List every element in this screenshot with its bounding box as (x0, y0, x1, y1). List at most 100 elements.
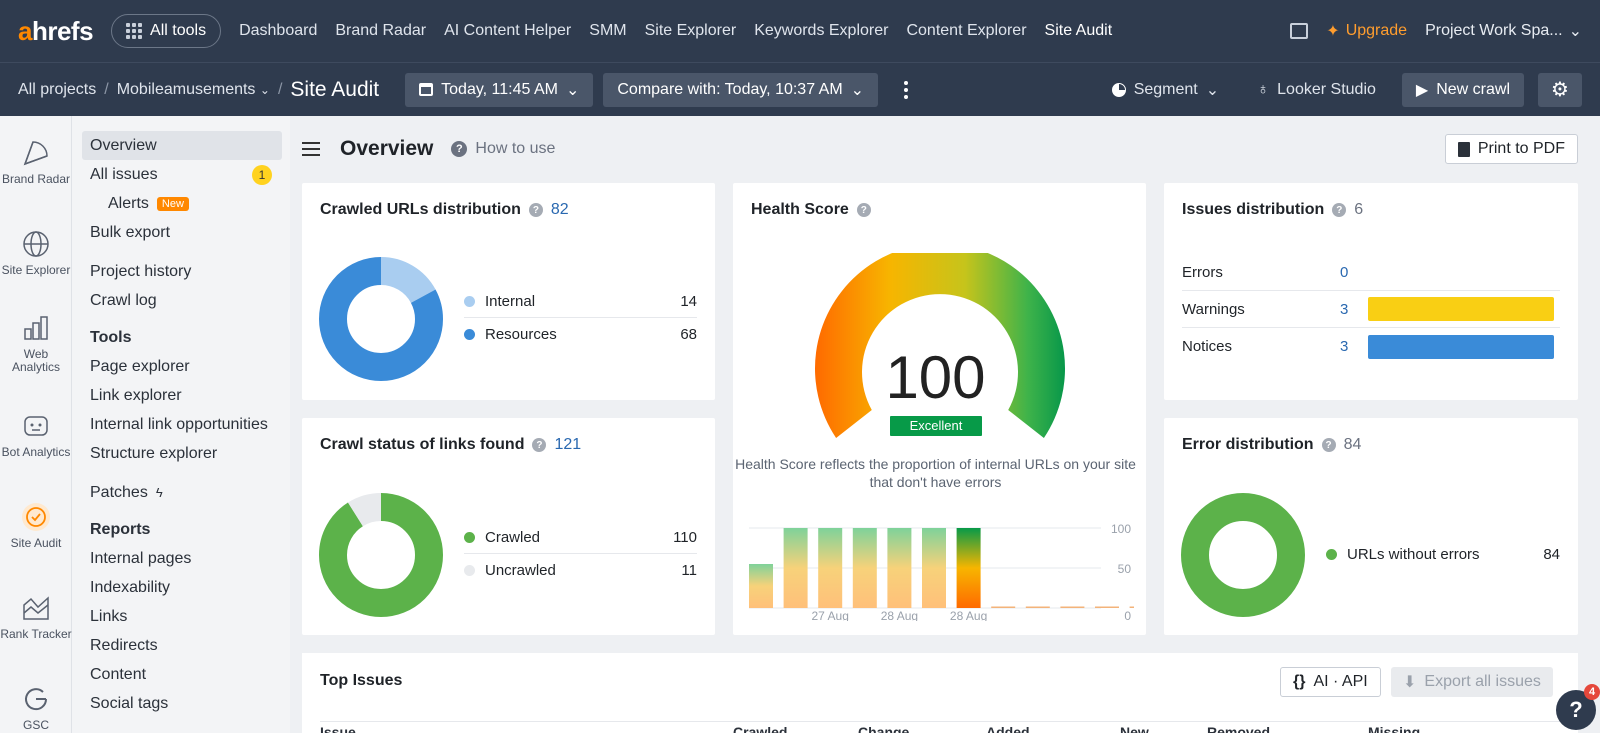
rail-item-brand-radar[interactable]: Brand Radar (0, 116, 72, 207)
menu-label: Patches (90, 483, 148, 501)
menu-item-internal-link-opportunities[interactable]: Internal link opportunities (82, 410, 282, 439)
rail-item-site-audit[interactable]: Site Audit (0, 480, 72, 571)
rail-item-bot-analytics[interactable]: Bot Analytics (0, 389, 72, 480)
looker-studio-button[interactable]: ♁ Looker Studio (1245, 81, 1388, 99)
menu-item-social-tags[interactable]: Social tags (82, 689, 282, 718)
history-bar[interactable] (1060, 606, 1085, 609)
help-icon[interactable]: ? (528, 203, 543, 217)
menu-item-link-explorer[interactable]: Link explorer (82, 381, 282, 410)
crawl-status-slice[interactable] (319, 493, 443, 617)
nav-link-dashboard[interactable]: Dashboard (239, 22, 318, 39)
all-tools-button[interactable]: All tools (111, 14, 222, 48)
issues-row-value: 3 (1340, 300, 1349, 318)
column-header-crawled[interactable]: Crawled (733, 724, 788, 733)
help-icon[interactable]: ? (532, 438, 547, 452)
print-to-pdf-button[interactable]: Print to PDF (1444, 134, 1578, 164)
help-icon[interactable]: ? (856, 203, 871, 217)
card-count[interactable]: 82 (550, 201, 569, 218)
breadcrumb-project[interactable]: Mobileamusements ⌄ (117, 81, 270, 99)
menu-item-overview[interactable]: Overview (82, 131, 282, 160)
column-header-issue[interactable]: Issue (320, 724, 356, 733)
menu-item-redirects[interactable]: Redirects (82, 631, 282, 660)
rail-item-site-explorer[interactable]: Site Explorer (0, 207, 72, 298)
column-header-added[interactable]: Added (986, 724, 1030, 733)
nav-link-smm[interactable]: SMM (589, 22, 627, 39)
history-bar[interactable] (818, 528, 843, 608)
card-count[interactable]: 121 (554, 436, 582, 453)
menu-item-structure-explorer[interactable]: Structure explorer (82, 439, 282, 468)
history-bar[interactable] (852, 528, 877, 608)
rail-item-gsc[interactable]: GSC (0, 662, 72, 733)
history-bar[interactable] (887, 528, 912, 608)
legend-row-resources[interactable]: Resources 68 (464, 318, 697, 350)
more-options-icon[interactable] (904, 80, 909, 99)
issues-row-errors[interactable]: Errors 0 (1182, 254, 1560, 291)
health-history-chart: 100 50 0 27 Aug 28 Aug 28 Aug (749, 522, 1134, 621)
menu-item-internal-pages[interactable]: Internal pages (82, 544, 282, 573)
legend-row-crawled[interactable]: Crawled 110 (464, 522, 697, 554)
workspace-dropdown[interactable]: Project Work Spa... ⌄ (1425, 21, 1582, 41)
history-bar[interactable] (922, 528, 946, 608)
menu-item-links[interactable]: Links (82, 602, 282, 631)
upgrade-link[interactable]: ✦ Upgrade (1326, 21, 1407, 41)
book-icon[interactable] (1290, 23, 1309, 39)
history-bar[interactable] (956, 528, 981, 608)
nav-link-ai-content-helper[interactable]: AI Content Helper (444, 22, 572, 39)
nav-link-site-explorer[interactable]: Site Explorer (644, 22, 737, 39)
export-all-issues-button[interactable]: ⬇ Export all issues (1391, 667, 1553, 697)
history-bar[interactable] (783, 528, 808, 608)
column-header-missing[interactable]: Missing (1368, 724, 1421, 733)
nav-link-brand-radar[interactable]: Brand Radar (335, 22, 427, 39)
issues-count-badge: 1 (252, 164, 272, 185)
menu-item-all-issues[interactable]: All issues 1 (82, 160, 282, 189)
issues-row-notices[interactable]: Notices 3 (1182, 328, 1560, 365)
gear-icon[interactable]: ⚙ (1538, 72, 1582, 107)
nav-link-site-audit[interactable]: Site Audit (1044, 22, 1113, 39)
menu-toggle-icon[interactable] (302, 142, 320, 156)
legend-row-uncrawled[interactable]: Uncrawled 11 (464, 554, 697, 586)
crawl-status-slice[interactable] (319, 493, 443, 617)
nav-link-keywords-explorer[interactable]: Keywords Explorer (754, 22, 889, 39)
ahrefs-logo[interactable]: ahrefs (18, 16, 94, 47)
menu-item-project-history[interactable]: Project history (82, 257, 282, 286)
new-crawl-button[interactable]: ▶ New crawl (1401, 72, 1524, 107)
history-bar[interactable] (1025, 606, 1050, 609)
menu-item-indexability[interactable]: Indexability (82, 573, 282, 602)
menu-item-bulk-export[interactable]: Bulk export (82, 218, 282, 247)
menu-label: Internal link opportunities (90, 415, 268, 433)
menu-item-alerts[interactable]: Alerts New (82, 189, 282, 218)
help-icon[interactable]: ? (1321, 438, 1336, 452)
segment-dropdown[interactable]: Segment ⌄ (1100, 80, 1231, 100)
menu-item-patches[interactable]: Patches ϟ (82, 478, 282, 507)
ai-api-button[interactable]: {} AI · API (1280, 667, 1381, 697)
date-picker[interactable]: Today, 11:45 AM ⌄ (405, 72, 594, 107)
help-icon[interactable]: ? (1332, 203, 1347, 217)
column-header-new[interactable]: New (1120, 724, 1149, 733)
rail-item-rank-tracker[interactable]: Rank Tracker (0, 571, 72, 662)
legend-dot (464, 532, 475, 543)
workspace-label: Project Work Spa... (1425, 22, 1563, 39)
error-distribution-slice[interactable] (1181, 493, 1305, 617)
rail-item-web-analytics[interactable]: Web Analytics (0, 298, 72, 389)
history-bar[interactable] (749, 564, 773, 608)
legend-value: 68 (680, 325, 697, 343)
history-bar[interactable] (1095, 606, 1119, 609)
legend-row-urls-without-errors[interactable]: URLs without errors 84 (1326, 538, 1560, 570)
menu-item-page-explorer[interactable]: Page explorer (82, 352, 282, 381)
help-chat-button[interactable]: ? 4 (1556, 684, 1600, 730)
legend-dot (1326, 548, 1337, 560)
history-bar[interactable] (991, 606, 1016, 609)
legend-row-internal[interactable]: Internal 14 (464, 286, 697, 318)
breadcrumb-all-projects[interactable]: All projects (18, 80, 97, 98)
column-header-removed[interactable]: Removed (1207, 724, 1271, 733)
issues-row-warnings[interactable]: Warnings 3 (1182, 291, 1560, 328)
column-header-change[interactable]: Change (858, 724, 910, 733)
how-to-use-link[interactable]: ? How to use (451, 140, 555, 158)
menu-item-crawl-log[interactable]: Crawl log (82, 286, 282, 315)
compare-picker[interactable]: Compare with: Today, 10:37 AM ⌄ (603, 72, 879, 107)
menu-item-content[interactable]: Content (82, 660, 282, 689)
history-bar[interactable] (1129, 606, 1134, 609)
nav-link-content-explorer[interactable]: Content Explorer (906, 22, 1027, 39)
issues-bar (1368, 334, 1554, 359)
crawled-urls-slice[interactable] (319, 257, 443, 381)
